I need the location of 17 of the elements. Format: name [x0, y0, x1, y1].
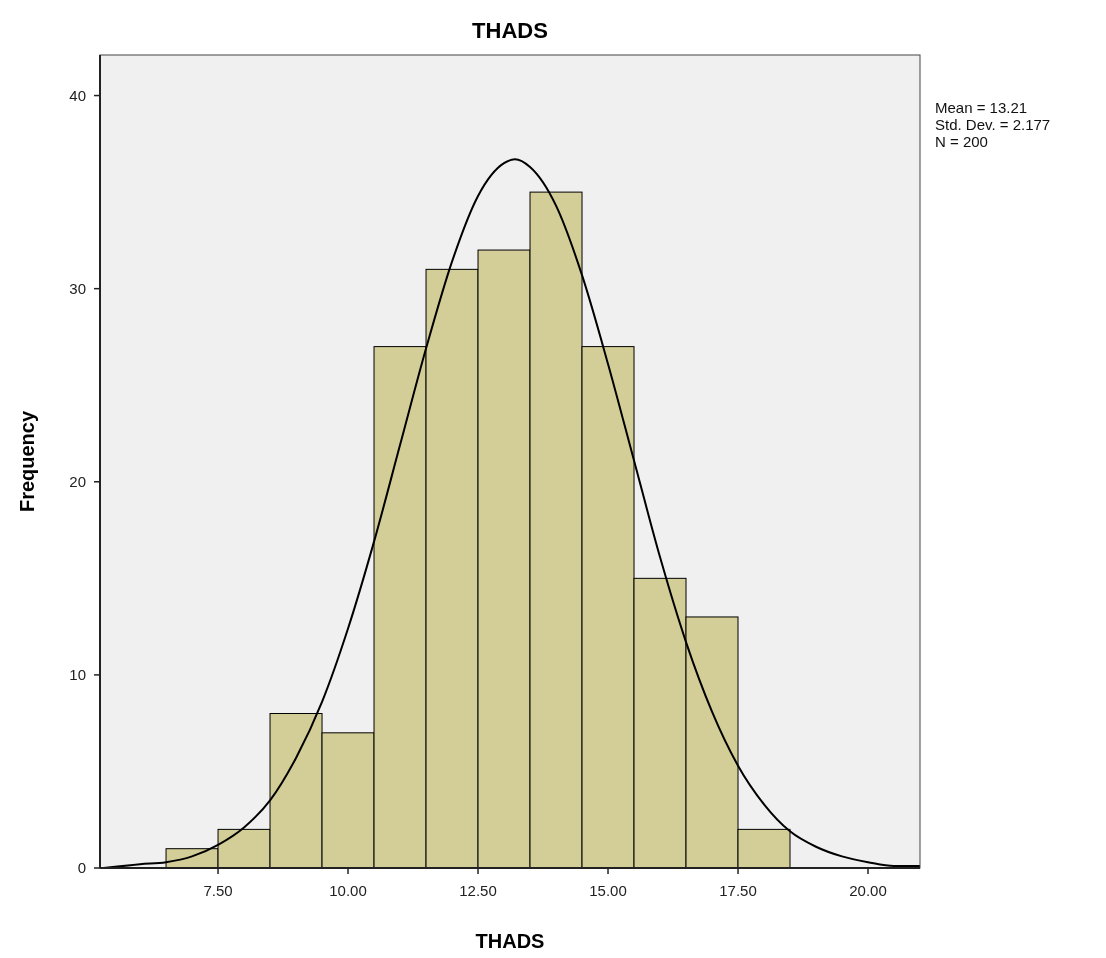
text: N = 200	[935, 133, 988, 150]
text: Std. Dev. = 2.177	[935, 116, 1051, 133]
y-tick-label: 30	[69, 279, 86, 297]
y-tick-label: 10	[69, 665, 86, 683]
text: Mean = 13.21	[935, 99, 1028, 116]
y-tick-label: 40	[69, 86, 86, 104]
x-axis-title: THADS	[475, 930, 545, 952]
y-axis-title: Frequency	[16, 410, 38, 513]
x-tick-label: 12.50	[459, 882, 497, 899]
x-tick-label: 15.00	[589, 882, 627, 899]
chart-title: THADS	[472, 18, 548, 43]
x-tick-label: 20.00	[849, 882, 887, 899]
x-tick-label: 7.50	[203, 882, 233, 899]
y-tick-label: 20	[69, 472, 86, 490]
y-tick-label: 0	[77, 859, 86, 876]
x-tick-label: 10.00	[329, 882, 367, 899]
x-tick-label: 17.50	[719, 882, 757, 899]
